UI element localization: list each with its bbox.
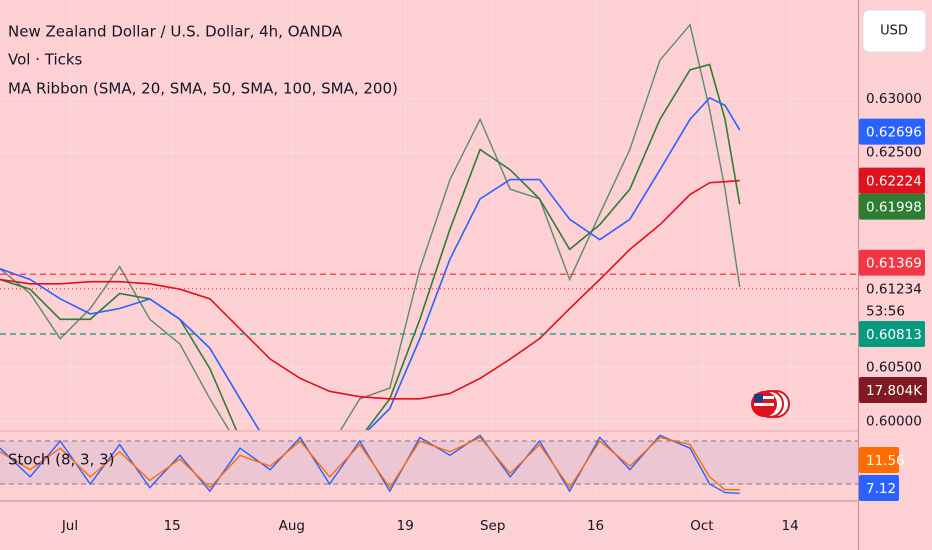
price-tag-label: 0.60813 — [866, 327, 922, 343]
countdown: 53:56 — [866, 304, 905, 320]
stoch-legend: Stoch (8, 3, 3) — [8, 451, 115, 469]
volume-tag — [859, 377, 927, 403]
overlay: New Zealand Dollar / U.S. Dollar, 4h, OA… — [8, 9, 927, 534]
events — [751, 390, 790, 418]
stoch-tag-label: 11.56 — [866, 453, 905, 469]
volume-legend: Vol · Ticks — [8, 51, 83, 69]
x-tick-label: Aug — [279, 518, 305, 534]
price-line — [0, 23, 741, 430]
price-tag — [859, 275, 925, 322]
symbol-title: New Zealand Dollar / U.S. Dollar, 4h, OA… — [8, 23, 343, 41]
x-tick-label: 19 — [397, 518, 414, 534]
stoch-band — [0, 441, 858, 485]
x-tick-label: 16 — [587, 518, 604, 534]
volume-tag-label: 17.804K — [866, 383, 923, 399]
price-tag-label: 0.61998 — [866, 200, 922, 216]
y-tick-label: 0.63000 — [866, 91, 922, 107]
stoch-line — [0, 436, 740, 491]
stoch-pane — [0, 434, 858, 495]
price-tag-label: 0.62224 — [866, 174, 922, 190]
x-tick-label: Oct — [690, 518, 713, 534]
x-tick-label: 14 — [782, 518, 799, 534]
y-tick-label: 0.60000 — [866, 413, 922, 429]
price-tag — [859, 193, 925, 220]
x-tick-label: 15 — [164, 518, 181, 534]
stoch-tag — [859, 475, 899, 501]
x-tick-label: Jul — [61, 518, 78, 534]
stoch-tag — [859, 447, 899, 473]
y-tick-label: 0.60500 — [866, 360, 922, 376]
price-line — [0, 96, 741, 430]
currency-label[interactable]: USD — [880, 24, 908, 39]
price-line — [0, 179, 740, 400]
x-tick-label: Sep — [480, 518, 505, 534]
main-pane — [0, 23, 858, 430]
price-tag — [859, 118, 925, 145]
price-tag-label: 0.62696 — [866, 125, 922, 141]
price-tag — [859, 167, 925, 194]
currency-button[interactable] — [862, 9, 927, 53]
stoch-tag-label: 7.12 — [866, 481, 896, 497]
price-tag-label: 0.61369 — [866, 256, 922, 272]
price-tag — [859, 321, 925, 348]
price-tag-label: 0.61234 — [866, 282, 922, 298]
y-tick-label: 0.62500 — [866, 145, 922, 161]
price-tag — [859, 249, 925, 276]
ma-legend: MA Ribbon (SMA, 20, SMA, 50, SMA, 100, S… — [8, 80, 398, 98]
